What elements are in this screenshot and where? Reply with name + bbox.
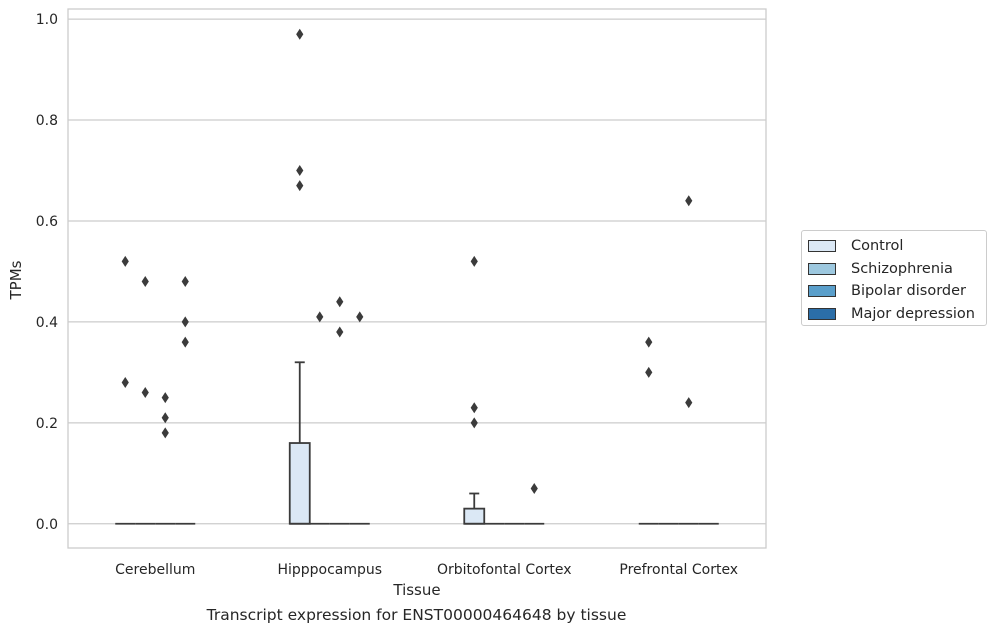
legend-swatch-schizophrenia [808, 262, 836, 275]
legend: Control Schizophrenia Bipolar disorder M… [801, 230, 987, 326]
y-tick-labels: 0.0 0.2 0.4 0.6 0.8 1.0 [36, 12, 58, 533]
plot-area [68, 9, 766, 548]
chart-title: Transcript expression for ENST0000046464… [206, 606, 627, 624]
outlier-control-hipppocampus [296, 164, 304, 176]
outlier-bipolar-disorder-hipppocampus [336, 326, 344, 338]
outlier-bipolar-disorder-cerebellum [161, 427, 169, 439]
outlier-major-depression-cerebellum [181, 276, 189, 288]
outlier-major-depression-orbitofontal-cortex [530, 482, 538, 494]
legend-label-major-depression: Major depression [851, 305, 975, 322]
outlier-control-prefrontal-cortex [645, 366, 653, 378]
outlier-control-cerebellum [121, 255, 129, 267]
legend-label-control: Control [851, 238, 904, 255]
outlier-control-hipppocampus [296, 28, 304, 40]
x-tick-label-hipppocampus: Hipppocampus [277, 562, 382, 578]
box-control-orbitofontal-cortex [463, 507, 486, 525]
legend-swatch-major-depression [808, 307, 836, 320]
legend-label-bipolar-disorder: Bipolar disorder [851, 283, 966, 300]
x-tick-labels: Cerebellum Hipppocampus Orbitofontal Corte… [115, 562, 738, 578]
x-tick-label-orbitofontal-cortex: Orbitofontal Cortex [437, 562, 572, 578]
outlier-bipolar-disorder-hipppocampus [336, 296, 344, 308]
outlier-bipolar-disorder-prefrontal-cortex [685, 397, 693, 409]
outlier-bipolar-disorder-cerebellum [161, 412, 169, 424]
outlier-control-cerebellum [121, 376, 129, 388]
outlier-control-orbitofontal-cortex [470, 255, 478, 267]
x-tick-label-cerebellum: Cerebellum [115, 562, 195, 578]
outlier-major-depression-cerebellum [181, 336, 189, 348]
outlier-schizophrenia-cerebellum [141, 276, 149, 288]
box-series [115, 28, 719, 525]
x-axis-label: Tissue [392, 581, 440, 599]
legend-label-schizophrenia: Schizophrenia [851, 260, 953, 277]
outlier-control-orbitofontal-cortex [470, 402, 478, 414]
legend-swatch-bipolar-disorder [808, 285, 836, 298]
outlier-bipolar-disorder-cerebellum [161, 392, 169, 404]
legend-swatch-control [808, 240, 836, 253]
outlier-schizophrenia-hipppocampus [316, 311, 324, 323]
y-tick-label: 0.2 [36, 416, 58, 432]
outlier-control-hipppocampus [296, 180, 304, 192]
plot-frame [67, 8, 767, 549]
y-tick-label: 0.8 [36, 113, 58, 129]
y-tick-label: 0.6 [36, 214, 58, 230]
outlier-bipolar-disorder-prefrontal-cortex [685, 195, 693, 207]
outlier-major-depression-cerebellum [181, 316, 189, 328]
y-tick-label: 0.0 [36, 517, 58, 533]
y-axis-label: TPMs [7, 260, 25, 300]
y-tick-label: 0.4 [36, 315, 58, 331]
legend-item-bipolar-disorder: Bipolar disorder [808, 280, 986, 303]
outlier-schizophrenia-cerebellum [141, 387, 149, 399]
x-tick-label-prefrontal-cortex: Prefrontal Cortex [619, 562, 738, 578]
outlier-control-prefrontal-cortex [645, 336, 653, 348]
y-tick-label: 1.0 [36, 12, 58, 28]
outlier-major-depression-hipppocampus [356, 311, 364, 323]
legend-item-schizophrenia: Schizophrenia [808, 258, 986, 281]
legend-item-major-depression: Major depression [808, 303, 986, 326]
box-control-hipppocampus [288, 442, 311, 525]
outlier-control-orbitofontal-cortex [470, 417, 478, 429]
legend-item-control: Control [808, 235, 986, 258]
